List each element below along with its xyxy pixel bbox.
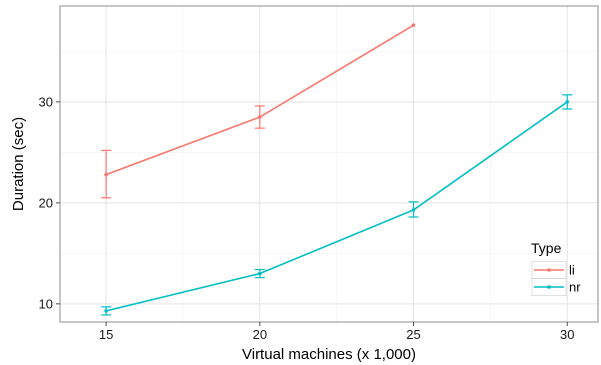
data-point-li: [104, 172, 108, 177]
x-tick-label: 25: [406, 327, 420, 342]
legend-item-nr: nr: [531, 278, 581, 296]
legend-items: li nr: [531, 261, 581, 296]
data-point-nr: [565, 100, 570, 104]
x-tick-label: 15: [99, 327, 113, 342]
series-layer: [101, 23, 573, 316]
y-tick-label: 10: [39, 296, 53, 311]
data-point-nr: [104, 309, 108, 313]
data-point-li: [411, 23, 416, 27]
plot-panel-border: [59, 5, 599, 323]
x-tick-label: 30: [560, 327, 574, 342]
y-tick-label: 30: [39, 94, 53, 109]
y-tick-labels: 10 20 30: [39, 94, 53, 311]
data-point-li: [258, 115, 262, 119]
legend-label: nr: [569, 280, 581, 295]
x-axis-title: Virtual machines (x 1,000): [242, 346, 416, 363]
legend-label: li: [569, 263, 575, 278]
axis-ticks: [56, 101, 568, 326]
x-tick-label: 20: [253, 327, 267, 342]
y-tick-label: 20: [39, 195, 53, 210]
legend-title: Type: [531, 240, 562, 256]
x-tick-labels: 15 20 25 30: [99, 327, 575, 342]
legend: Type li nr: [531, 240, 581, 296]
data-point-nr: [258, 271, 262, 276]
legend-item-li: li: [531, 261, 575, 279]
y-axis-title: Duration (sec): [10, 117, 27, 211]
data-point-nr: [411, 208, 416, 212]
legend-key-point: [547, 285, 551, 289]
legend-key-point: [547, 268, 551, 272]
series-li: [101, 23, 416, 199]
series-line-nr: [105, 101, 568, 312]
major-gridlines: [60, 6, 598, 322]
series-nr: [101, 94, 573, 316]
minor-gridlines: [60, 6, 598, 322]
